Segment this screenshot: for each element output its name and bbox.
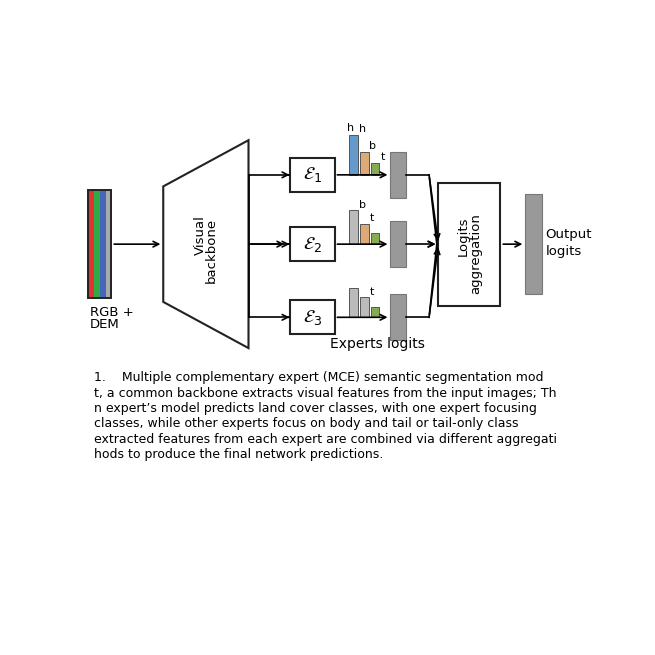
Text: h: h	[358, 124, 365, 134]
Text: aggregation: aggregation	[469, 213, 482, 294]
Text: h: h	[347, 123, 354, 133]
Bar	[360, 152, 369, 175]
Text: extracted features from each expert are combined via different aggregati: extracted features from each expert are …	[94, 433, 557, 446]
Bar	[438, 183, 500, 306]
Polygon shape	[163, 140, 248, 348]
Text: hods to produce the final network predictions.: hods to produce the final network predic…	[94, 448, 383, 461]
Text: n expert’s model predicts land cover classes, with one expert focusing: n expert’s model predicts land cover cla…	[94, 402, 536, 415]
Bar	[349, 135, 358, 175]
Bar	[290, 227, 335, 261]
Text: t: t	[369, 214, 374, 223]
Text: Visual: Visual	[194, 215, 207, 255]
Text: t: t	[369, 286, 374, 297]
Bar	[100, 190, 105, 298]
Bar	[88, 190, 111, 298]
Text: logits: logits	[546, 246, 582, 258]
Text: $\mathcal{E}_1$: $\mathcal{E}_1$	[303, 165, 322, 184]
Bar	[390, 221, 406, 267]
Bar	[390, 152, 406, 198]
Text: backbone: backbone	[205, 217, 218, 283]
Bar	[349, 288, 358, 317]
Text: Experts logits: Experts logits	[330, 337, 425, 351]
Bar	[360, 224, 369, 244]
Text: b: b	[358, 200, 365, 210]
Text: t, a common backbone extracts visual features from the input images; Th: t, a common backbone extracts visual fea…	[94, 386, 556, 400]
Bar	[290, 158, 335, 192]
Bar	[349, 210, 358, 244]
Bar	[290, 301, 335, 334]
Bar	[371, 307, 379, 317]
Bar	[88, 190, 94, 298]
Text: Logits: Logits	[457, 217, 470, 256]
Bar	[94, 190, 100, 298]
Text: DEM: DEM	[90, 318, 119, 331]
Text: $\mathcal{E}_3$: $\mathcal{E}_3$	[303, 308, 322, 327]
Text: Output: Output	[546, 229, 592, 242]
Bar	[371, 162, 379, 175]
Bar	[360, 297, 369, 317]
Bar	[105, 190, 111, 298]
Bar	[371, 233, 379, 244]
Text: $\mathcal{E}_2$: $\mathcal{E}_2$	[303, 234, 322, 253]
Text: classes, while other experts focus on body and tail or tail-only class: classes, while other experts focus on bo…	[94, 417, 518, 430]
Bar	[390, 294, 406, 341]
Text: RGB +: RGB +	[90, 306, 134, 319]
Bar	[525, 194, 542, 294]
Text: 1.    Multiple complementary expert (MCE) semantic segmentation mod: 1. Multiple complementary expert (MCE) s…	[94, 371, 543, 384]
Text: t: t	[381, 152, 384, 162]
Text: b: b	[369, 141, 377, 151]
